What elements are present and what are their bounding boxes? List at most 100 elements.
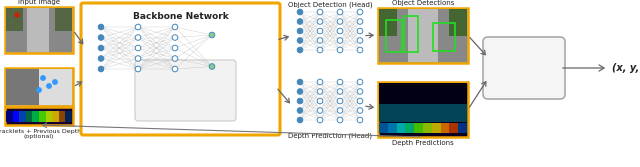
Text: Backbone Network: Backbone Network (132, 12, 228, 21)
Circle shape (98, 66, 104, 72)
Bar (388, 123, 397, 133)
Text: (x, y, z): (x, y, z) (612, 63, 640, 73)
Bar (5, 7, 73, 53)
Circle shape (337, 108, 343, 113)
Circle shape (337, 79, 343, 85)
Bar (379, 104, 467, 122)
Bar (5, 68, 73, 106)
Circle shape (357, 28, 363, 34)
Bar (378, 82, 468, 137)
Bar (27, 8, 49, 52)
Circle shape (297, 89, 303, 94)
Bar (379, 9, 467, 62)
Circle shape (98, 45, 104, 51)
Circle shape (209, 32, 215, 38)
Circle shape (337, 38, 343, 43)
Circle shape (337, 98, 343, 104)
Bar (397, 123, 405, 133)
Circle shape (317, 47, 323, 53)
Bar (52, 111, 59, 122)
Circle shape (357, 38, 363, 43)
Circle shape (317, 28, 323, 34)
Bar (45, 111, 52, 122)
Circle shape (172, 24, 178, 30)
Circle shape (98, 56, 104, 61)
Text: Tracklets + Previous Depth
(optional): Tracklets + Previous Depth (optional) (0, 129, 81, 139)
Circle shape (337, 47, 343, 53)
Bar (6, 8, 72, 52)
Circle shape (357, 89, 363, 94)
Circle shape (337, 9, 343, 15)
Bar (379, 9, 397, 36)
Circle shape (297, 28, 303, 34)
Circle shape (209, 64, 215, 69)
Text: Object Detection (Head): Object Detection (Head) (288, 2, 372, 8)
Circle shape (98, 24, 104, 30)
Circle shape (337, 28, 343, 34)
Bar (33, 111, 39, 122)
Circle shape (172, 45, 178, 51)
Circle shape (317, 79, 323, 85)
Circle shape (36, 88, 41, 92)
Circle shape (297, 9, 303, 15)
Bar (433, 23, 455, 51)
Circle shape (357, 108, 363, 113)
Bar (379, 123, 388, 133)
Circle shape (317, 98, 323, 104)
Bar (432, 123, 440, 133)
Bar (414, 123, 423, 133)
Circle shape (297, 98, 303, 104)
Bar (408, 9, 438, 62)
Circle shape (297, 19, 303, 24)
Bar (386, 20, 402, 52)
Bar (5, 107, 73, 125)
Text: Depth Predictions: Depth Predictions (392, 140, 454, 146)
Circle shape (41, 76, 45, 80)
Circle shape (357, 98, 363, 104)
Circle shape (52, 80, 57, 84)
Bar (13, 111, 19, 122)
Bar (379, 83, 467, 110)
Circle shape (317, 19, 323, 24)
Bar (449, 9, 467, 36)
Circle shape (337, 117, 343, 123)
Circle shape (47, 84, 51, 88)
Circle shape (357, 79, 363, 85)
Circle shape (172, 35, 178, 40)
Bar (449, 123, 458, 133)
Circle shape (337, 19, 343, 24)
Text: Object Detections: Object Detections (392, 0, 454, 6)
Bar (458, 123, 467, 133)
Circle shape (172, 56, 178, 61)
Text: Depth Prediction (Head): Depth Prediction (Head) (288, 132, 372, 139)
Circle shape (317, 9, 323, 15)
Bar (39, 69, 72, 105)
Bar (423, 123, 432, 133)
Circle shape (297, 47, 303, 53)
Circle shape (317, 38, 323, 43)
Bar (378, 8, 468, 63)
Bar (65, 111, 72, 122)
Circle shape (357, 47, 363, 53)
Circle shape (317, 117, 323, 123)
Circle shape (297, 79, 303, 85)
Circle shape (135, 35, 141, 40)
Circle shape (297, 38, 303, 43)
Circle shape (357, 117, 363, 123)
Circle shape (317, 89, 323, 94)
Circle shape (357, 19, 363, 24)
Bar (6, 111, 13, 122)
Circle shape (15, 13, 19, 17)
Circle shape (98, 35, 104, 40)
FancyBboxPatch shape (483, 37, 565, 99)
Circle shape (135, 56, 141, 61)
Circle shape (317, 108, 323, 113)
Bar (440, 123, 449, 133)
Circle shape (135, 66, 141, 72)
Bar (6, 8, 23, 31)
FancyBboxPatch shape (135, 60, 236, 121)
Bar (404, 16, 418, 52)
Bar (26, 111, 33, 122)
Circle shape (357, 9, 363, 15)
Circle shape (135, 45, 141, 51)
